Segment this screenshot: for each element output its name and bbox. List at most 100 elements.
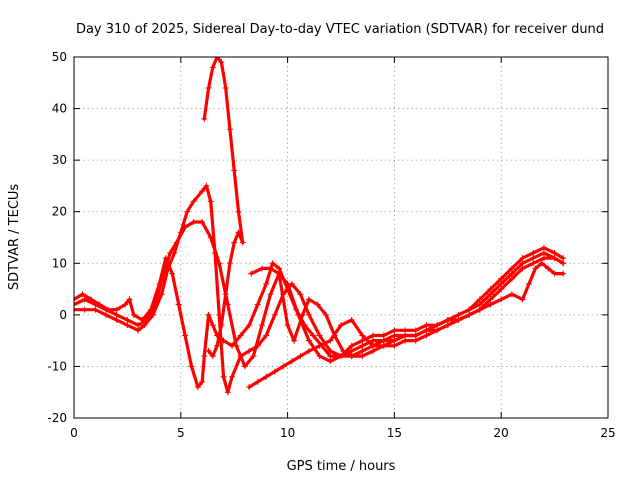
data-point (423, 327, 430, 334)
plot-frame (73, 56, 609, 419)
x-tick-label: 20 (494, 426, 509, 440)
data-point (171, 249, 178, 256)
data-point (498, 275, 505, 282)
data-point (147, 306, 154, 313)
data-point (297, 291, 304, 298)
data-point (498, 296, 505, 303)
data-point (74, 301, 77, 308)
data-point (79, 291, 86, 298)
data-point (226, 126, 233, 133)
data-point (205, 84, 212, 91)
data-point (530, 260, 537, 267)
y-tick-label: 0 (59, 308, 67, 322)
data-point (348, 342, 355, 349)
data-point (380, 337, 387, 344)
data-point (540, 249, 547, 256)
data-point (175, 301, 182, 308)
data-point (455, 317, 462, 324)
data-point (455, 311, 462, 318)
data-point (239, 239, 246, 246)
data-point (288, 358, 295, 365)
data-point (316, 332, 323, 339)
data-point (293, 306, 300, 313)
data-point (301, 322, 308, 329)
data-point (280, 363, 287, 370)
data-point (402, 327, 409, 334)
data-point (231, 239, 238, 246)
data-point (201, 115, 208, 122)
data-point (340, 347, 347, 354)
series-line (202, 57, 245, 358)
data-point (199, 378, 206, 385)
data-point (476, 306, 483, 313)
data-point (122, 301, 129, 308)
data-point (466, 306, 473, 313)
data-point (267, 265, 274, 272)
data-point (305, 311, 312, 318)
data-point (305, 296, 312, 303)
data-point (284, 322, 291, 329)
data-point (316, 342, 323, 349)
data-point (263, 280, 270, 287)
data-point (177, 229, 184, 236)
data-point (229, 342, 236, 349)
data-point (209, 322, 216, 329)
data-point (74, 296, 77, 303)
x-tick-label: 25 (600, 426, 615, 440)
data-point (291, 337, 298, 344)
data-point (190, 198, 197, 205)
data-point (519, 260, 526, 267)
data-point (263, 332, 270, 339)
data-point (182, 332, 189, 339)
data-point (156, 280, 163, 287)
data-point (220, 337, 227, 344)
grid (74, 57, 608, 418)
x-tick-label: 5 (177, 426, 185, 440)
data-point (199, 219, 206, 226)
data-point (222, 291, 229, 298)
data-point (211, 249, 218, 256)
data-point (305, 337, 312, 344)
data-point (359, 347, 366, 354)
data-point (81, 306, 88, 313)
data-point (288, 280, 295, 287)
series-day-c (74, 244, 567, 391)
data-point (276, 265, 283, 272)
series-day-d (201, 57, 246, 360)
data-point (229, 373, 236, 380)
data-point (525, 280, 532, 287)
data-point (235, 229, 242, 236)
y-tick-label: 50 (52, 50, 67, 64)
data-point (124, 322, 131, 329)
data-point (113, 317, 120, 324)
data-point (476, 301, 483, 308)
data-point (359, 332, 366, 339)
data-point (237, 353, 244, 360)
y-axis-label: SDTVAR / TECUs (7, 184, 22, 291)
data-point (105, 306, 112, 313)
data-point (310, 332, 317, 339)
data-point (530, 249, 537, 256)
data-point (508, 275, 515, 282)
y-tick-label: 40 (52, 102, 67, 116)
data-point (135, 322, 142, 329)
data-point (370, 332, 377, 339)
data-point (508, 270, 515, 277)
data-point (194, 384, 201, 391)
data-point (235, 208, 242, 215)
data-point (271, 311, 278, 318)
data-point (498, 280, 505, 287)
data-point (222, 84, 229, 91)
data-point (532, 265, 539, 272)
data-point (224, 389, 231, 396)
data-point (412, 327, 419, 334)
data-point (551, 255, 558, 262)
data-point (124, 317, 131, 324)
data-point (254, 301, 261, 308)
data-point (508, 291, 515, 298)
data-point (88, 296, 95, 303)
data-point (126, 296, 133, 303)
data-point (327, 358, 334, 365)
data-point (487, 301, 494, 308)
data-point (519, 265, 526, 272)
